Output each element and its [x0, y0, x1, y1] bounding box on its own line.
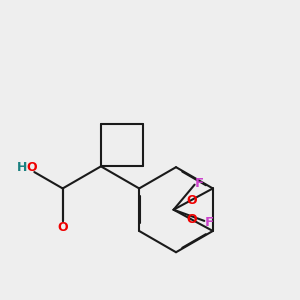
Text: O: O [186, 213, 196, 226]
Text: F: F [195, 176, 204, 190]
Text: F: F [205, 216, 214, 229]
Text: H: H [17, 161, 27, 174]
Text: O: O [26, 161, 37, 174]
Text: O: O [186, 194, 196, 207]
Text: O: O [57, 220, 68, 233]
